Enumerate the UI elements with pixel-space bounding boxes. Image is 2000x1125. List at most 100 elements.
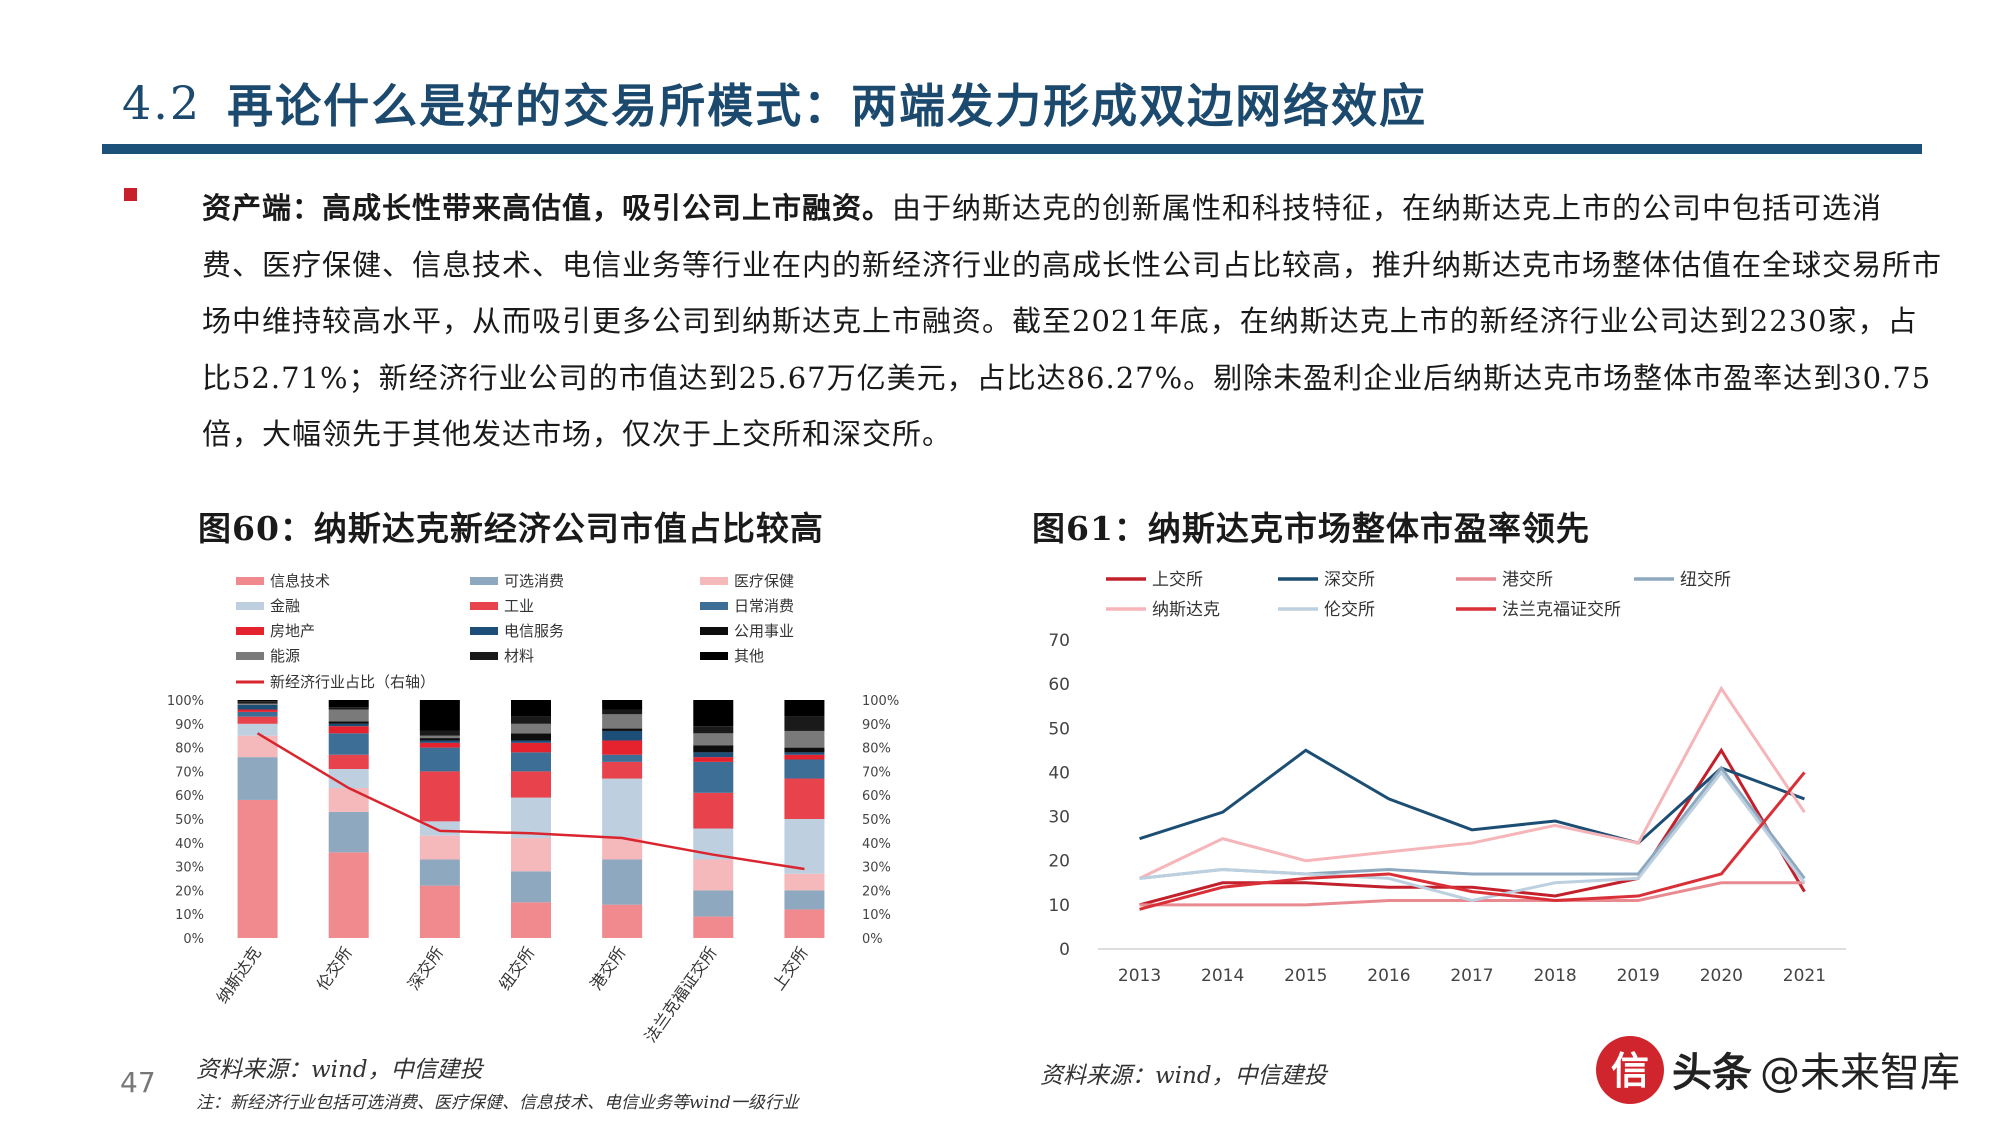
legend-label: 深交所 — [1324, 570, 1375, 590]
legend-label: 港交所 — [1502, 570, 1553, 590]
x-tick-label: 纽交所 — [495, 943, 538, 993]
bar-segment — [784, 759, 825, 779]
bar-segment — [784, 700, 825, 717]
section-title: 再论什么是好的交易所模式：两端发力形成双边网络效应 — [227, 79, 1428, 133]
bar-segment — [237, 723, 278, 736]
x-tick-label: 2020 — [1700, 966, 1743, 986]
x-tick-label: 2019 — [1617, 966, 1660, 986]
bar-segment — [693, 792, 734, 829]
legend-label: 材料 — [504, 647, 534, 665]
bar-segment — [328, 726, 369, 734]
legend-swatch — [700, 652, 728, 660]
bar-segment — [237, 716, 278, 724]
bar-segment — [602, 838, 643, 860]
bar-segment — [511, 752, 551, 772]
y-tick-right: 50% — [862, 813, 891, 828]
x-tick-label: 2018 — [1533, 966, 1576, 986]
legend-label: 工业 — [504, 597, 534, 615]
bar-segment — [784, 909, 825, 938]
bar-segment — [602, 761, 643, 779]
y-tick-right: 20% — [862, 884, 891, 899]
legend-swatch — [700, 577, 728, 585]
bar-segment — [693, 745, 734, 753]
legend-swatch — [470, 652, 498, 660]
y-tick-right: 60% — [862, 789, 891, 804]
y-tick-right: 70% — [862, 765, 891, 780]
legend-swatch — [700, 602, 728, 610]
x-tick-label: 法兰克福证交所 — [641, 943, 721, 1046]
legend-swatch — [236, 602, 264, 610]
bar-segment — [237, 700, 278, 702]
legend-swatch — [236, 627, 264, 635]
bar-segment — [419, 735, 460, 739]
bar-segment — [511, 771, 551, 798]
bar-segment — [328, 700, 369, 708]
series-line — [1139, 748, 1805, 845]
legend-label: 可选消费 — [504, 572, 564, 590]
x-tick-label: 2016 — [1367, 966, 1410, 986]
body-paragraph: 资产端：高成长性带来高估值，吸引公司上市融资。由于纳斯达克的创新属性和科技特征，… — [202, 180, 1942, 463]
bar-segment — [693, 752, 734, 758]
bar-segment — [784, 890, 825, 910]
figure-61-source: 资料来源：wind，中信建投 — [1040, 1063, 1327, 1089]
section-number: 4.2 — [122, 76, 202, 130]
bar-segment — [328, 852, 369, 938]
bar-segment — [237, 711, 278, 717]
bar-segment — [784, 730, 825, 748]
legend-label: 医疗保健 — [734, 572, 794, 590]
bar-segment — [419, 747, 460, 772]
y-tick-left: 60% — [175, 789, 204, 804]
bar-segment — [511, 797, 551, 839]
x-tick-label: 港交所 — [586, 943, 629, 993]
watermark: 信 头条 @未来智库 — [1596, 1036, 1960, 1104]
bullet-icon — [124, 188, 137, 201]
bar-segment — [602, 714, 643, 729]
y-tick-left: 30% — [175, 861, 204, 876]
watermark-left: 头条 — [1672, 1050, 1752, 1096]
y-tick-label: 50 — [1048, 719, 1070, 739]
paragraph-body: 由于纳斯达克的创新属性和科技特征，在纳斯达克上市的公司中包括可选消费、医疗保健、… — [202, 191, 1943, 451]
bar-segment — [237, 704, 278, 710]
watermark-right: @未来智库 — [1760, 1050, 1960, 1096]
legend-swatch — [470, 577, 498, 585]
y-tick-label: 70 — [1048, 631, 1070, 651]
bar-segment — [237, 735, 278, 758]
bar-segment — [237, 703, 278, 705]
legend-swatch — [236, 652, 264, 660]
bar-segment — [602, 740, 643, 755]
bar-segment — [602, 709, 643, 715]
legend-label: 纳斯达克 — [1152, 600, 1220, 620]
page-title: 4.2 再论什么是好的交易所模式：两端发力形成双边网络效应 — [122, 68, 1427, 138]
bar-segment — [511, 740, 551, 743]
y-tick-label: 20 — [1048, 852, 1070, 872]
y-tick-left: 10% — [175, 908, 204, 923]
title-rule — [102, 144, 1922, 154]
bar-segment — [602, 778, 643, 839]
legend-label: 纽交所 — [1680, 570, 1731, 590]
legend-label: 金融 — [270, 597, 300, 615]
bar-segment — [419, 740, 460, 743]
watermark-mark: 信 — [1611, 1049, 1649, 1093]
bar-segment — [328, 754, 369, 770]
bar-segment — [328, 723, 369, 727]
bar-segment — [784, 754, 825, 760]
y-tick-right: 100% — [862, 694, 899, 709]
y-tick-left: 100% — [167, 694, 204, 709]
legend-swatch — [470, 627, 498, 635]
legend-label: 新经济行业占比（右轴） — [270, 673, 435, 691]
x-tick-label: 伦交所 — [313, 943, 356, 993]
bar-segment — [784, 747, 825, 753]
bar-segment — [511, 716, 551, 724]
y-tick-right: 10% — [862, 908, 891, 923]
bar-segment — [328, 811, 369, 853]
y-tick-left: 50% — [175, 813, 204, 828]
x-tick-label: 2015 — [1284, 966, 1327, 986]
series-line — [1139, 769, 1806, 902]
y-tick-label: 40 — [1048, 763, 1070, 783]
x-tick-label: 深交所 — [404, 943, 447, 993]
bar-segment — [419, 738, 460, 741]
bar-segment — [237, 799, 278, 938]
bar-segment — [511, 733, 551, 741]
bar-segment — [693, 890, 734, 917]
